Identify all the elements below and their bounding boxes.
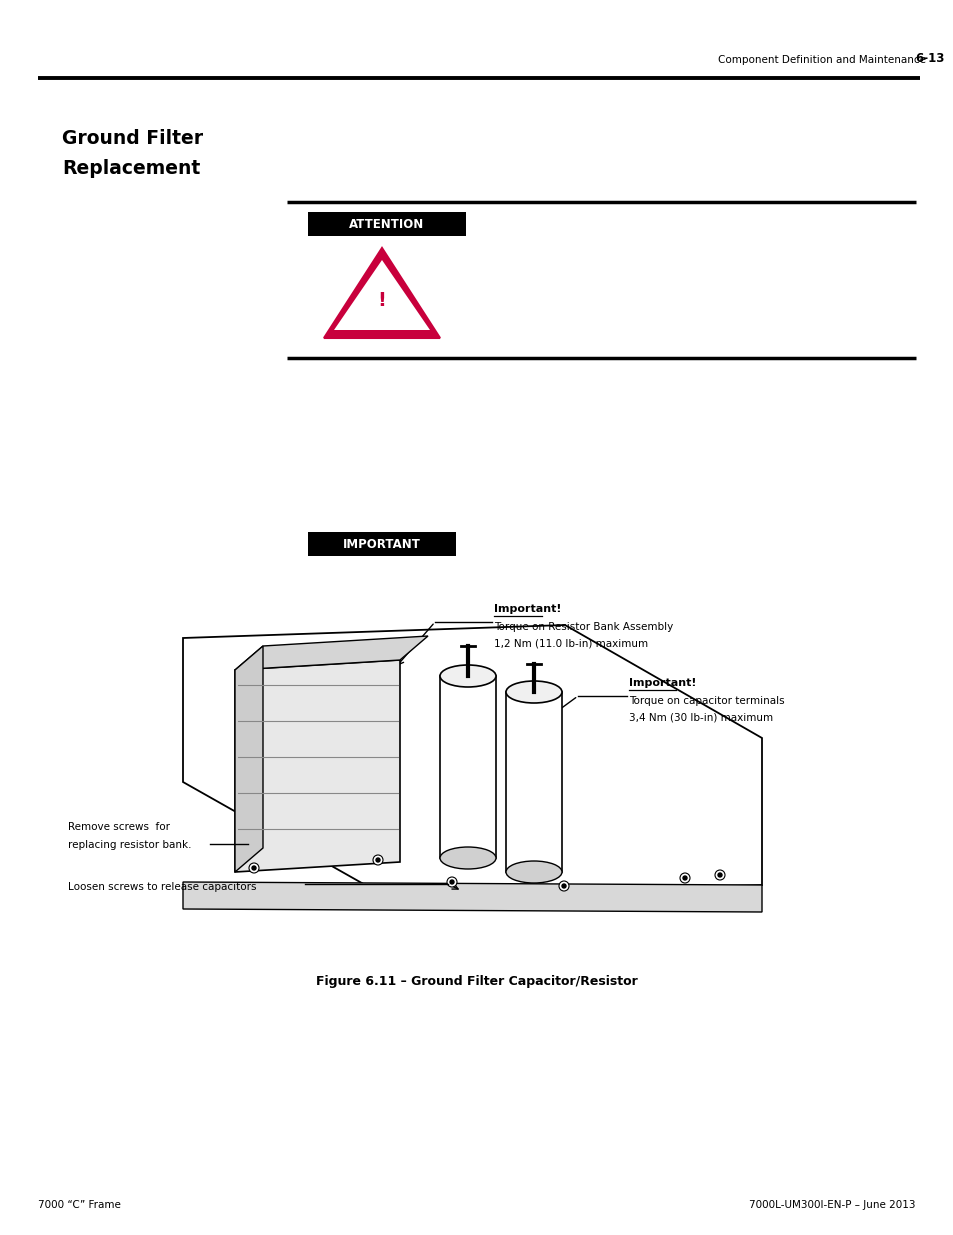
Text: ATTENTION: ATTENTION [349, 217, 424, 231]
Text: Important!: Important! [628, 678, 696, 688]
Circle shape [375, 858, 379, 862]
Text: !: ! [377, 291, 386, 310]
Bar [308, 532, 456, 556]
Circle shape [714, 869, 724, 881]
Polygon shape [183, 625, 761, 895]
Polygon shape [334, 261, 430, 330]
Circle shape [558, 881, 568, 890]
Circle shape [373, 855, 382, 864]
Text: Important!: Important! [494, 604, 561, 614]
Text: 7000L-UM300I-EN-P – June 2013: 7000L-UM300I-EN-P – June 2013 [749, 1200, 915, 1210]
Bar [439, 676, 496, 858]
Text: Torque on Resistor Bank Assembly: Torque on Resistor Bank Assembly [494, 622, 673, 632]
Text: 1,2 Nm (11.0 lb-in) maximum: 1,2 Nm (11.0 lb-in) maximum [494, 638, 647, 648]
Circle shape [252, 866, 255, 869]
Circle shape [447, 877, 456, 887]
Text: 7000 “C” Frame: 7000 “C” Frame [38, 1200, 121, 1210]
Text: Figure 6.11 – Ground Filter Capacitor/Resistor: Figure 6.11 – Ground Filter Capacitor/Re… [315, 974, 638, 988]
Circle shape [679, 873, 689, 883]
Circle shape [450, 881, 454, 884]
Polygon shape [234, 636, 428, 671]
Polygon shape [234, 646, 263, 872]
Text: Remove screws  for: Remove screws for [68, 823, 170, 832]
Ellipse shape [439, 847, 496, 869]
Text: Loosen screws to release capacitors: Loosen screws to release capacitors [68, 882, 256, 892]
Text: replacing resistor bank.: replacing resistor bank. [68, 840, 192, 850]
Text: Replacement: Replacement [62, 159, 200, 178]
Ellipse shape [505, 680, 561, 703]
Polygon shape [234, 659, 399, 872]
Text: 6-13: 6-13 [914, 52, 943, 65]
Circle shape [249, 863, 258, 873]
Ellipse shape [439, 664, 496, 687]
Text: IMPORTANT: IMPORTANT [343, 537, 420, 551]
Circle shape [682, 876, 686, 881]
Text: Torque on capacitor terminals: Torque on capacitor terminals [628, 697, 783, 706]
Polygon shape [324, 248, 439, 338]
Text: 3,4 Nm (30 lb-in) maximum: 3,4 Nm (30 lb-in) maximum [628, 713, 772, 722]
Bar [308, 212, 465, 236]
Text: Ground Filter: Ground Filter [62, 128, 203, 148]
Text: Component Definition and Maintenance: Component Definition and Maintenance [718, 56, 925, 65]
Polygon shape [183, 882, 761, 911]
Circle shape [718, 873, 721, 877]
Circle shape [561, 884, 565, 888]
Ellipse shape [505, 861, 561, 883]
Bar [505, 692, 561, 872]
